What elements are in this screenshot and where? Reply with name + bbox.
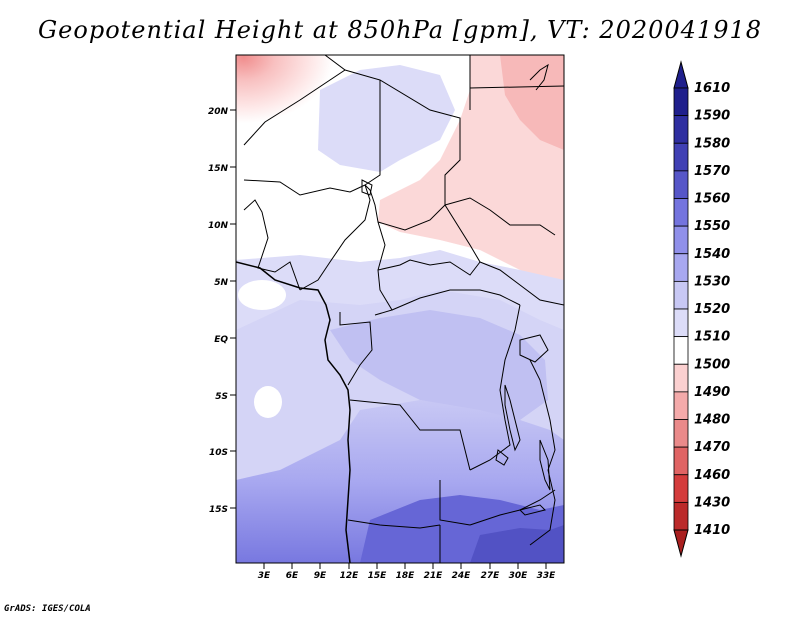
lake-mweru: [495, 449, 509, 466]
lon-label-30e: 30E: [509, 571, 529, 581]
border-angola-zambia: [439, 480, 471, 526]
blue-south-deepest: [470, 525, 564, 563]
lon-label-12e: 12E: [340, 571, 360, 581]
colorbar-segment: [673, 198, 689, 227]
border-drc-car: [391, 289, 521, 311]
longitude-axis: 3E 6E 9E 12E 15E 18E 21E 24E 27E 30E 33E: [258, 563, 556, 581]
colorbar-segment: [673, 474, 689, 503]
latitude-axis: 20N 15N 10N 5N EQ 5S 10S 15S: [208, 107, 236, 515]
colorbar-bottom-arrow: [673, 529, 689, 558]
lat-label-15n: 15N: [208, 164, 229, 174]
country-borders: [236, 55, 564, 563]
colorbar-label: 1480: [694, 413, 730, 428]
colorbar-segment: [673, 336, 689, 365]
lon-label-24e: 24E: [452, 571, 472, 581]
colorbar-label: 1410: [694, 523, 730, 538]
colorbar-segment: [673, 280, 689, 310]
colorbar-label: 1570: [694, 164, 730, 179]
colorbar-label: 1430: [694, 495, 730, 510]
colorbar-segment: [673, 363, 689, 393]
border-angola-namibia: [347, 519, 441, 529]
lake-tanganyika: [504, 384, 521, 452]
colorbar-label: 1500: [694, 357, 730, 372]
lon-label-27e: 27E: [481, 571, 501, 581]
border-nigeria-cameroon: [299, 184, 371, 291]
colorbar-label: 1550: [694, 219, 730, 234]
lat-label-5s: 5S: [215, 392, 228, 402]
lon-label-9e: 9E: [314, 571, 327, 581]
lat-label-10n: 10N: [208, 221, 229, 231]
colorbar-segment: [673, 446, 689, 476]
grads-credit: GrADS: IGES/COLA: [4, 604, 91, 614]
map: [236, 55, 564, 563]
colorbar-segment: [673, 391, 689, 420]
colorbar-label: 1470: [694, 440, 730, 455]
border-gabon-congo: [339, 312, 373, 386]
colorbar-segment: [673, 253, 689, 282]
lat-label-10s: 10S: [209, 448, 228, 458]
white-spot-west: [254, 386, 282, 418]
border-angola-drc: [349, 399, 471, 471]
colorbar-label: 1580: [694, 136, 730, 151]
border-cameroon-car: [374, 221, 393, 316]
blue-patch-north: [318, 65, 455, 172]
blue-congo: [330, 310, 548, 420]
colorbar-label: 1510: [694, 330, 730, 345]
lon-label-15e: 15E: [368, 571, 388, 581]
lake-chad: [361, 179, 373, 196]
border-mozambique: [529, 469, 556, 546]
lat-label-20n: 20N: [208, 107, 229, 117]
colorbar-top-arrow: [673, 60, 689, 89]
lon-label-18e: 18E: [396, 571, 416, 581]
border-algeria-niger: [243, 55, 346, 146]
map-frame: [235, 54, 565, 564]
colorbar: 1410 1430 1460 1470 1480 1490 1500 1510 1520 1530…: [673, 60, 730, 558]
lat-label-15s: 15S: [209, 505, 228, 515]
coastline-west: [236, 261, 351, 563]
lon-label-33e: 33E: [537, 571, 557, 581]
lon-label-21e: 21E: [424, 571, 444, 581]
border-chad-libya: [364, 79, 461, 231]
border-sudan-southsudan: [444, 197, 556, 236]
border-west-africa: [243, 199, 301, 291]
lat-label-5n: 5N: [214, 278, 228, 288]
border-niger-nigeria: [243, 179, 366, 196]
colorbar-label: 1490: [694, 385, 730, 400]
colorbar-label: 1520: [694, 302, 730, 317]
colorbar-segment: [673, 87, 689, 117]
lat-label-eq: EQ: [214, 335, 228, 345]
border-ethiopia: [479, 261, 564, 306]
border-drc-east: [469, 304, 521, 471]
colorbar-label: 1460: [694, 468, 730, 483]
colorbar-label: 1560: [694, 192, 730, 207]
colorbar-label: 1530: [694, 274, 730, 289]
lake-victoria: [519, 334, 549, 363]
colorbar-segment: [673, 142, 689, 172]
colorbar-segment: [673, 501, 689, 531]
colorbar-label: 1540: [694, 247, 730, 262]
pink-region-northeast-core: [500, 55, 564, 150]
border-car-sudan: [377, 204, 481, 276]
border-egypt-sudan: [469, 85, 564, 89]
lake-kariba: [519, 504, 546, 516]
colorbar-segment: [673, 419, 689, 448]
colorbar-label: 1610: [694, 81, 730, 96]
border-tanzania: [529, 359, 556, 471]
colorbar-segment: [673, 115, 689, 144]
lon-label-6e: 6E: [286, 571, 299, 581]
figure-title: Geopotential Height at 850hPa [gpm], VT:…: [38, 16, 762, 44]
colorbar-segment: [673, 308, 689, 338]
lon-label-3e: 3E: [258, 571, 271, 581]
border-niger-libya: [344, 69, 381, 186]
colorbar-segment: [673, 170, 689, 199]
colorbar-label: 1590: [694, 109, 730, 124]
white-spot-gulf: [238, 280, 286, 310]
colorbar-segment: [673, 225, 689, 255]
lake-malawi: [539, 439, 551, 491]
coastline-red-sea: [529, 63, 549, 91]
